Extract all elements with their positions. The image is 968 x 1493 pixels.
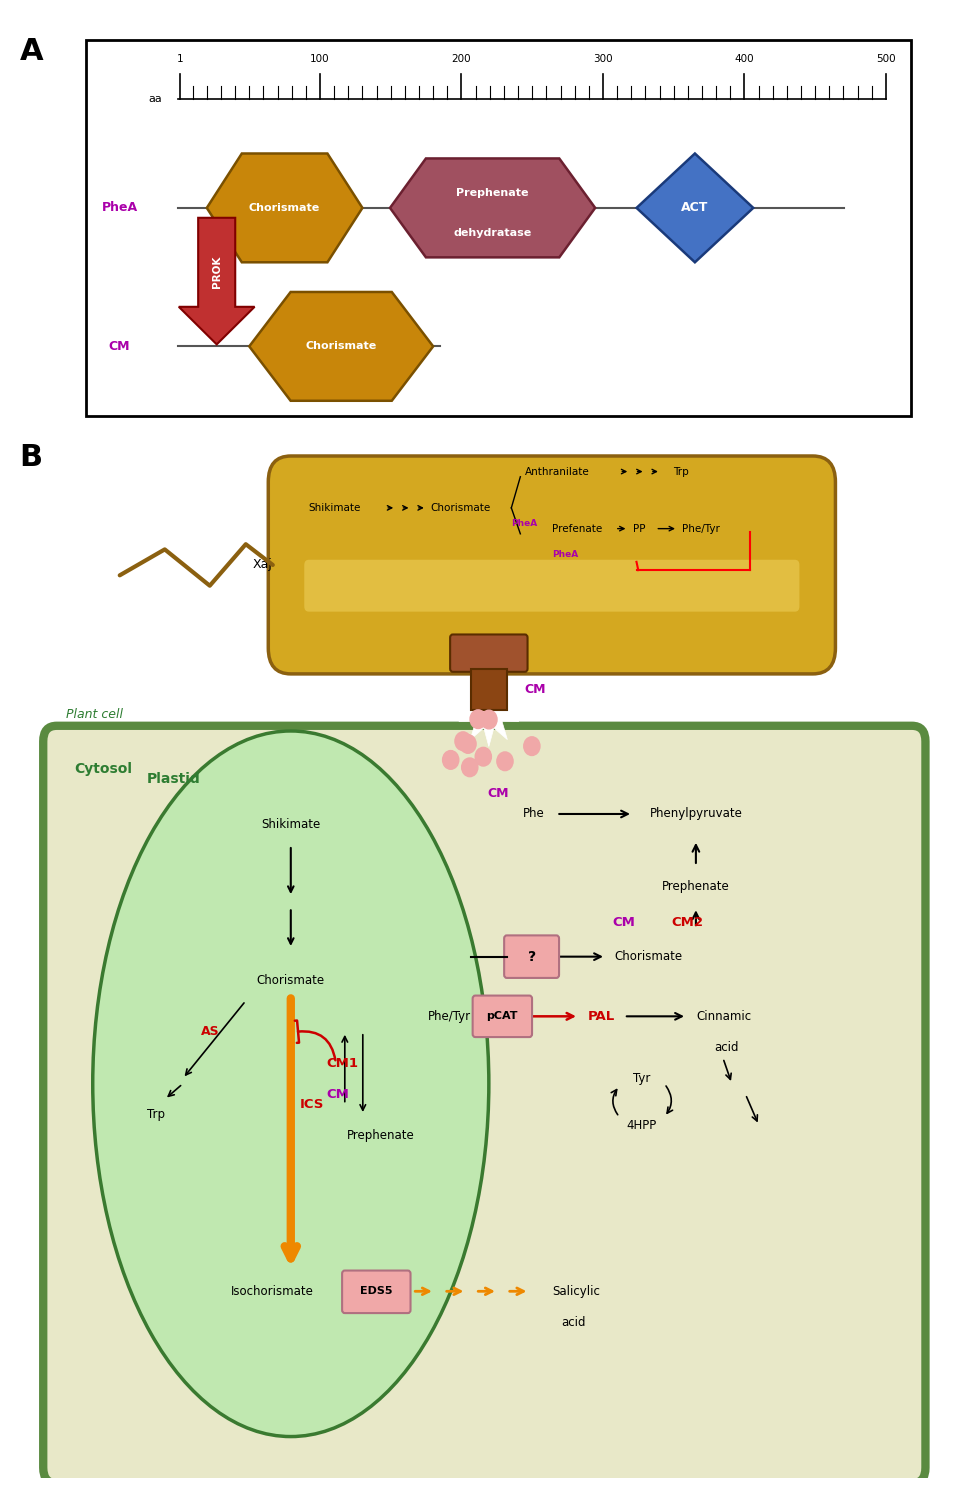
Text: Chorismate: Chorismate bbox=[615, 950, 683, 963]
Text: acid: acid bbox=[714, 1041, 739, 1054]
Text: Phe: Phe bbox=[523, 808, 545, 821]
Text: ?: ? bbox=[528, 950, 535, 963]
Text: Cinnamic: Cinnamic bbox=[696, 1009, 751, 1023]
Polygon shape bbox=[249, 293, 433, 400]
Polygon shape bbox=[207, 154, 362, 263]
FancyBboxPatch shape bbox=[450, 635, 528, 672]
Text: PheA: PheA bbox=[102, 202, 137, 215]
Text: PheA: PheA bbox=[511, 520, 537, 529]
Text: CM: CM bbox=[327, 1087, 349, 1100]
Text: ICS: ICS bbox=[300, 1097, 324, 1111]
Text: 400: 400 bbox=[735, 54, 754, 64]
Text: Prephenate: Prephenate bbox=[347, 1129, 414, 1142]
Text: PP: PP bbox=[633, 524, 646, 533]
Text: CM: CM bbox=[108, 340, 131, 352]
Text: acid: acid bbox=[560, 1315, 586, 1329]
Text: Chorismate: Chorismate bbox=[257, 973, 325, 987]
Text: Tyr: Tyr bbox=[633, 1072, 650, 1085]
Text: Xaj: Xaj bbox=[253, 558, 273, 572]
Text: Salicylic: Salicylic bbox=[552, 1285, 600, 1297]
Text: 300: 300 bbox=[593, 54, 613, 64]
Polygon shape bbox=[637, 154, 753, 263]
FancyBboxPatch shape bbox=[268, 455, 835, 673]
Text: 1: 1 bbox=[176, 54, 183, 64]
Text: Anthranilate: Anthranilate bbox=[525, 467, 590, 476]
Text: B: B bbox=[19, 443, 43, 472]
Circle shape bbox=[442, 751, 459, 769]
Circle shape bbox=[524, 738, 540, 755]
Text: Isochorismate: Isochorismate bbox=[231, 1285, 315, 1297]
Text: Trp: Trp bbox=[674, 467, 689, 476]
FancyBboxPatch shape bbox=[342, 1271, 410, 1312]
Text: aa: aa bbox=[148, 94, 162, 105]
Text: Chorismate: Chorismate bbox=[249, 203, 320, 213]
Polygon shape bbox=[390, 158, 595, 257]
Circle shape bbox=[470, 709, 486, 729]
Text: Prephenate: Prephenate bbox=[662, 879, 730, 893]
FancyBboxPatch shape bbox=[504, 936, 560, 978]
Text: Phenylpyruvate: Phenylpyruvate bbox=[650, 808, 742, 821]
Text: Shikimate: Shikimate bbox=[309, 503, 361, 514]
Text: EDS5: EDS5 bbox=[360, 1287, 393, 1296]
Circle shape bbox=[462, 758, 478, 776]
FancyBboxPatch shape bbox=[44, 726, 925, 1483]
Circle shape bbox=[460, 735, 476, 754]
Text: Phe/Tyr: Phe/Tyr bbox=[428, 1009, 470, 1023]
Text: Cytosol: Cytosol bbox=[75, 761, 133, 776]
Text: pCAT: pCAT bbox=[487, 1011, 518, 1021]
Text: 4HPP: 4HPP bbox=[626, 1118, 657, 1132]
Text: CM1: CM1 bbox=[327, 1057, 359, 1069]
Text: 500: 500 bbox=[876, 54, 895, 64]
Circle shape bbox=[475, 748, 492, 766]
Text: A: A bbox=[19, 37, 43, 66]
Polygon shape bbox=[459, 673, 519, 746]
Text: Plastid: Plastid bbox=[147, 772, 200, 787]
Circle shape bbox=[455, 732, 471, 751]
Text: Chorismate: Chorismate bbox=[306, 342, 377, 351]
Text: Chorismate: Chorismate bbox=[431, 503, 491, 514]
Text: 100: 100 bbox=[310, 54, 330, 64]
FancyBboxPatch shape bbox=[304, 560, 800, 612]
Text: PROK: PROK bbox=[212, 255, 222, 288]
Text: CM: CM bbox=[487, 787, 508, 800]
Text: AS: AS bbox=[200, 1026, 219, 1039]
Text: Shikimate: Shikimate bbox=[261, 818, 320, 832]
Circle shape bbox=[497, 752, 513, 770]
Text: 200: 200 bbox=[452, 54, 471, 64]
Circle shape bbox=[481, 711, 497, 729]
Text: PheA: PheA bbox=[552, 549, 578, 558]
FancyBboxPatch shape bbox=[86, 40, 911, 415]
FancyBboxPatch shape bbox=[472, 996, 532, 1038]
Text: ACT: ACT bbox=[681, 202, 709, 215]
Ellipse shape bbox=[93, 732, 489, 1436]
Text: Plant cell: Plant cell bbox=[66, 708, 123, 721]
Text: CM2: CM2 bbox=[671, 917, 703, 930]
FancyBboxPatch shape bbox=[470, 669, 507, 711]
Text: Prefenate: Prefenate bbox=[552, 524, 602, 533]
Text: PAL: PAL bbox=[588, 1009, 615, 1023]
Text: CM: CM bbox=[525, 682, 546, 696]
Text: Phe/Tyr: Phe/Tyr bbox=[682, 524, 720, 533]
Text: Prephenate: Prephenate bbox=[456, 188, 529, 199]
Text: dehydratase: dehydratase bbox=[453, 227, 531, 237]
Text: CM: CM bbox=[613, 917, 635, 930]
Polygon shape bbox=[179, 218, 255, 345]
Text: Trp: Trp bbox=[147, 1108, 165, 1121]
